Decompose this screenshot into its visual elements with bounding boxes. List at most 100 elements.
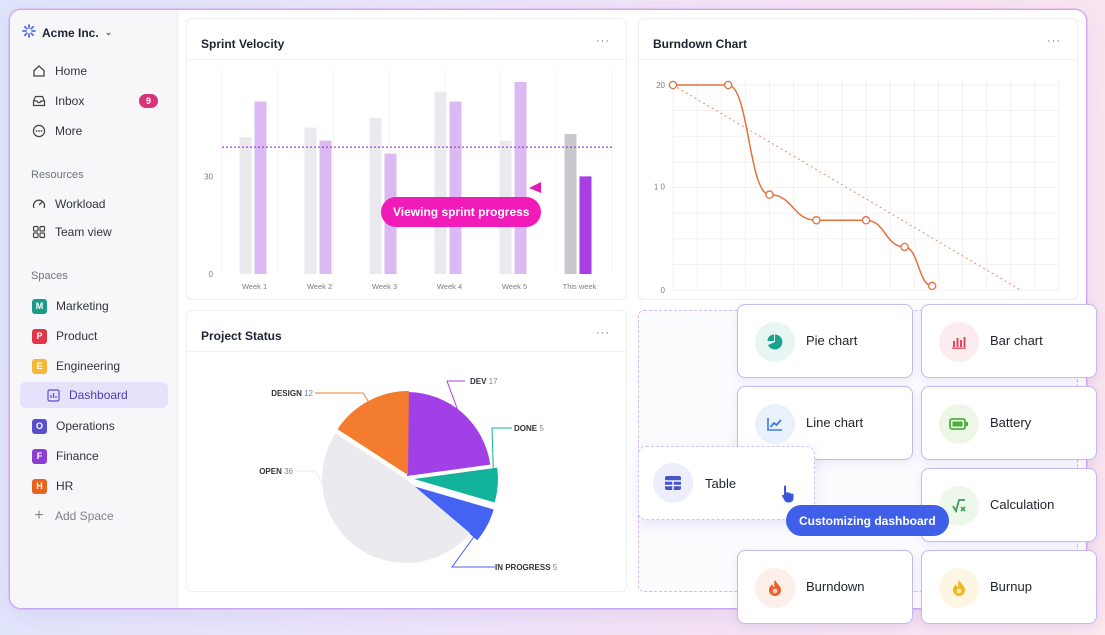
- pie-chart: DEV 17 DONE 5 IN PROGRESS 5 OPEN 36 DESIGN 1…: [259, 377, 558, 572]
- widget-card-pie-chart[interactable]: Pie chart: [737, 304, 913, 378]
- data-point: [812, 216, 821, 225]
- table-icon: [653, 463, 693, 503]
- panel-title: Burndown Chart: [653, 37, 747, 51]
- sidebar-item-product[interactable]: P Product: [20, 323, 168, 349]
- add-space-label: Add Space: [55, 509, 114, 523]
- sidebar-item-team-view[interactable]: Team view: [20, 219, 168, 245]
- label-leader-line: [451, 523, 495, 568]
- divider: [187, 351, 626, 352]
- x-tick-label: This week: [563, 282, 597, 291]
- bar: [239, 137, 252, 274]
- y-tick-label: 0: [661, 286, 666, 295]
- sidebar-item-home[interactable]: Home: [20, 58, 168, 84]
- pie-chart-icon: [755, 322, 795, 362]
- project-status-panel: Project Status ··· DEV 17 DONE 5 IN PROGRE…: [186, 310, 627, 592]
- dashboard-icon: [46, 388, 60, 402]
- gauge-icon: [32, 197, 46, 211]
- divider: [639, 59, 1077, 60]
- widget-card-burnup[interactable]: Burnup: [921, 550, 1097, 624]
- widget-card-bar-chart[interactable]: Bar chart: [921, 304, 1097, 378]
- sidebar-item-label: Inbox: [55, 94, 85, 108]
- sidebar-item-label: Dashboard: [69, 388, 128, 402]
- bar: [254, 101, 267, 275]
- widget-label: Line chart: [806, 415, 864, 430]
- bar: [449, 101, 462, 275]
- more-options-icon[interactable]: ···: [596, 35, 610, 47]
- sidebar-item-label: More: [55, 124, 83, 138]
- label-leader-line: [315, 392, 371, 405]
- burndown-panel: Burndown Chart ··· 20 1 0 0: [638, 18, 1078, 300]
- data-point: [927, 281, 937, 291]
- tooltip-text: Viewing sprint progress: [393, 205, 530, 219]
- pie-slice: [413, 486, 494, 541]
- more-options-icon[interactable]: ···: [596, 327, 610, 339]
- x-tick-label: Week 4: [437, 282, 462, 291]
- slice-label: IN PROGRESS 5: [495, 563, 558, 572]
- widget-card-burndown[interactable]: Burndown: [737, 550, 913, 624]
- inbox-count-badge: 9: [139, 94, 158, 108]
- tooltip-text: Customizing dashboard: [799, 513, 936, 528]
- widget-card-battery[interactable]: Battery: [921, 386, 1097, 460]
- widget-label: Pie chart: [806, 333, 858, 348]
- sidebar-item-inbox[interactable]: Inbox 9: [20, 88, 168, 114]
- sidebar-item-hr[interactable]: H HR: [20, 473, 168, 499]
- slice-label: DESIGN 12: [271, 389, 313, 398]
- hand-cursor-icon: [780, 484, 795, 504]
- sidebar-item-label: HR: [56, 479, 74, 493]
- slice-label: DONE 5: [514, 424, 544, 433]
- slice-label-name: DEV: [470, 377, 489, 386]
- y-tick-label: 1 0: [654, 183, 666, 192]
- panel-title: Sprint Velocity: [201, 37, 285, 51]
- widget-label: Battery: [990, 415, 1032, 430]
- velocity-chart: 0 30 Week 1 Week 2 Week 3 Week 4 Week 5 This we…: [204, 69, 613, 291]
- data-point: [861, 216, 871, 225]
- grid-icon: [32, 225, 46, 239]
- burnup-flame-icon: [939, 568, 979, 608]
- bar-chart-icon: [939, 322, 979, 362]
- workspace-name: Acme Inc.: [42, 25, 99, 40]
- bar: [434, 91, 447, 275]
- label-leader-line: [491, 427, 512, 485]
- ideal-line: [672, 84, 1021, 291]
- slice-label-value: 5: [553, 563, 558, 572]
- pie-slice: [337, 391, 409, 475]
- sidebar-item-workload[interactable]: Workload: [20, 191, 168, 217]
- burndown-chart: 20 1 0 0: [654, 80, 1060, 295]
- sidebar-item-more[interactable]: More: [20, 118, 168, 144]
- sprint-progress-tooltip: Viewing sprint progress: [381, 197, 542, 227]
- sidebar-item-finance[interactable]: F Finance: [20, 443, 168, 469]
- sidebar-item-operations[interactable]: O Operations: [20, 413, 168, 439]
- more-circle-icon: [32, 124, 46, 138]
- y-tick-label: 30: [204, 172, 213, 181]
- sidebar-item-marketing[interactable]: M Marketing: [20, 293, 168, 319]
- widget-label: Burndown: [806, 579, 865, 594]
- slice-label-value: 5: [539, 424, 544, 433]
- widget-label: Table: [705, 476, 737, 491]
- slice-label: OPEN 36: [259, 467, 293, 476]
- bar: [369, 117, 382, 274]
- workspace-switcher[interactable]: Acme Inc. ⌄: [22, 24, 112, 41]
- slice-label-name: DESIGN: [271, 389, 304, 398]
- widget-card-table[interactable]: Table: [638, 446, 815, 520]
- dashboard-canvas: Sprint Velocity ··· 0 30 Week 1 Week 2 Week …: [178, 10, 1086, 608]
- data-point: [900, 242, 909, 252]
- hr-space-icon: H: [32, 478, 47, 494]
- x-tick-label: Week 1: [242, 282, 267, 291]
- chevron-down-icon: ⌄: [104, 27, 113, 37]
- resources-heading: Resources: [31, 169, 84, 181]
- bar: [319, 140, 332, 274]
- slice-label: DEV 17: [470, 377, 498, 386]
- spaces-heading: Spaces: [31, 270, 68, 282]
- sidebar-item-engineering[interactable]: E Engineering: [20, 353, 168, 379]
- x-tick-label: Week 2: [307, 282, 332, 291]
- sidebar-item-label: Team view: [55, 225, 112, 239]
- widget-card-calculation[interactable]: Calculation: [921, 468, 1097, 542]
- bar: [564, 134, 577, 274]
- add-space-button[interactable]: + Add Space: [20, 503, 168, 529]
- widget-label: Calculation: [990, 497, 1055, 512]
- line-chart-icon: [755, 404, 795, 444]
- sidebar-item-dashboard[interactable]: Dashboard: [20, 382, 168, 408]
- more-options-icon[interactable]: ···: [1047, 35, 1061, 47]
- label-leader-line: [446, 380, 465, 417]
- workspace-logo-icon: [22, 24, 36, 41]
